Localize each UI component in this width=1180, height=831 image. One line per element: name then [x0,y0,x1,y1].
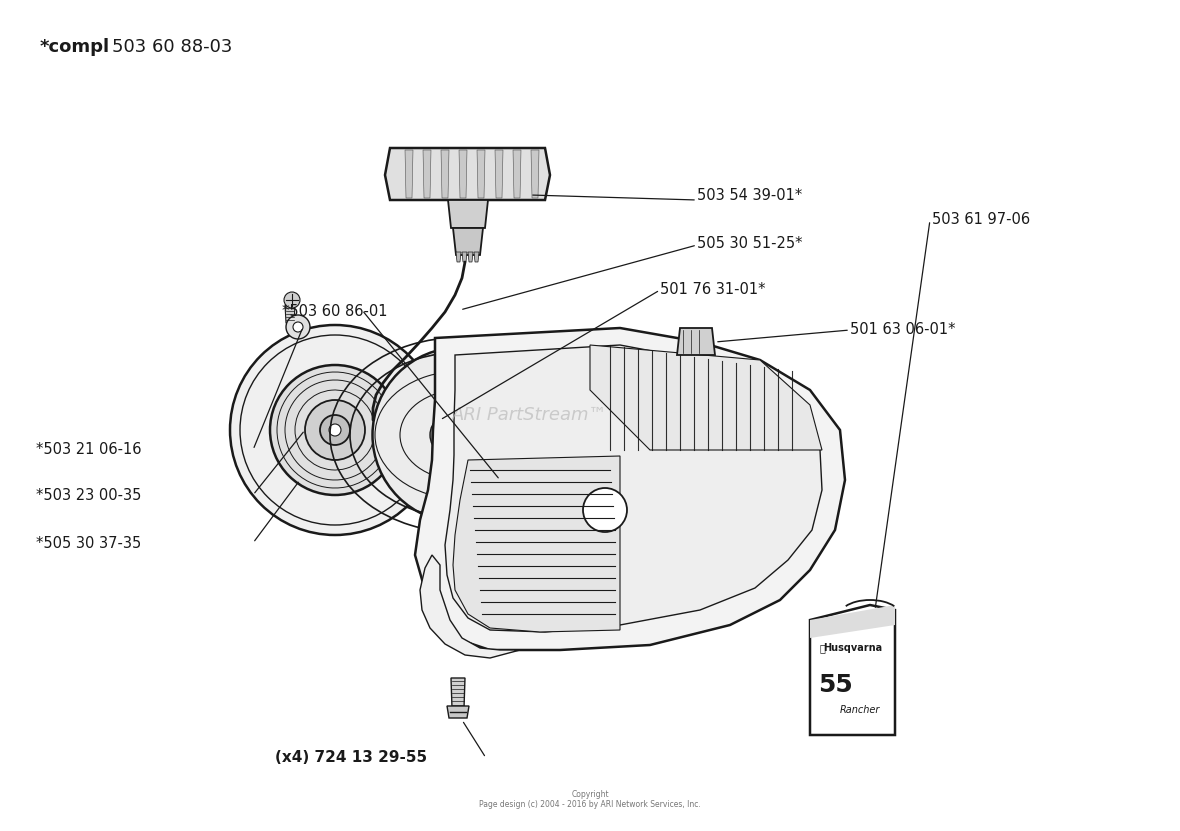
Text: *503 60 86-01: *503 60 86-01 [282,304,387,319]
Polygon shape [809,605,894,638]
Text: ⓭: ⓭ [819,643,825,653]
Text: Husqvarna: Husqvarna [824,643,883,653]
Circle shape [583,488,627,532]
Circle shape [329,424,341,436]
Text: ARI PartStream™: ARI PartStream™ [452,406,608,424]
Circle shape [284,292,300,308]
Polygon shape [513,150,522,198]
Text: Copyright
Page design (c) 2004 - 2016 by ARI Network Services, Inc.: Copyright Page design (c) 2004 - 2016 by… [479,790,701,809]
Polygon shape [441,150,450,198]
Text: *compl: *compl [40,38,110,56]
Polygon shape [494,150,503,198]
Text: Rancher: Rancher [840,705,880,715]
Polygon shape [448,200,489,228]
Polygon shape [385,148,550,200]
Circle shape [230,325,440,535]
Text: 503 61 97-06: 503 61 97-06 [932,213,1030,228]
Text: 503 54 39-01*: 503 54 39-01* [697,189,802,204]
Text: (x4) 724 13 29-55: (x4) 724 13 29-55 [275,750,427,765]
Circle shape [270,365,400,495]
Circle shape [320,415,350,445]
Circle shape [293,322,303,332]
Polygon shape [809,605,894,735]
Text: 503 60 88-03: 503 60 88-03 [112,38,232,56]
Polygon shape [415,328,845,650]
Text: 501 63 06-01*: 501 63 06-01* [850,322,956,337]
Polygon shape [420,555,520,658]
Text: *505 30 37-35: *505 30 37-35 [37,535,142,550]
Polygon shape [455,252,461,262]
Polygon shape [677,328,715,355]
Ellipse shape [430,410,490,460]
Circle shape [304,400,365,460]
Text: 505 30 51-25*: 505 30 51-25* [697,235,802,250]
Circle shape [286,315,310,339]
Polygon shape [286,305,295,323]
Polygon shape [531,150,539,198]
Polygon shape [468,252,473,262]
Polygon shape [459,150,467,198]
Polygon shape [447,706,468,718]
Text: *503 21 06-16: *503 21 06-16 [37,442,142,458]
Polygon shape [453,228,483,255]
Ellipse shape [373,347,548,523]
Polygon shape [590,345,822,450]
Polygon shape [422,150,431,198]
Text: *503 23 00-35: *503 23 00-35 [37,488,142,503]
Polygon shape [463,252,467,262]
Polygon shape [453,456,620,632]
Polygon shape [474,252,479,262]
Polygon shape [451,678,465,708]
Polygon shape [477,150,485,198]
Text: 55: 55 [818,673,852,697]
Polygon shape [405,150,413,198]
Text: 501 76 31-01*: 501 76 31-01* [660,283,766,297]
Polygon shape [445,345,822,632]
Ellipse shape [442,421,478,449]
